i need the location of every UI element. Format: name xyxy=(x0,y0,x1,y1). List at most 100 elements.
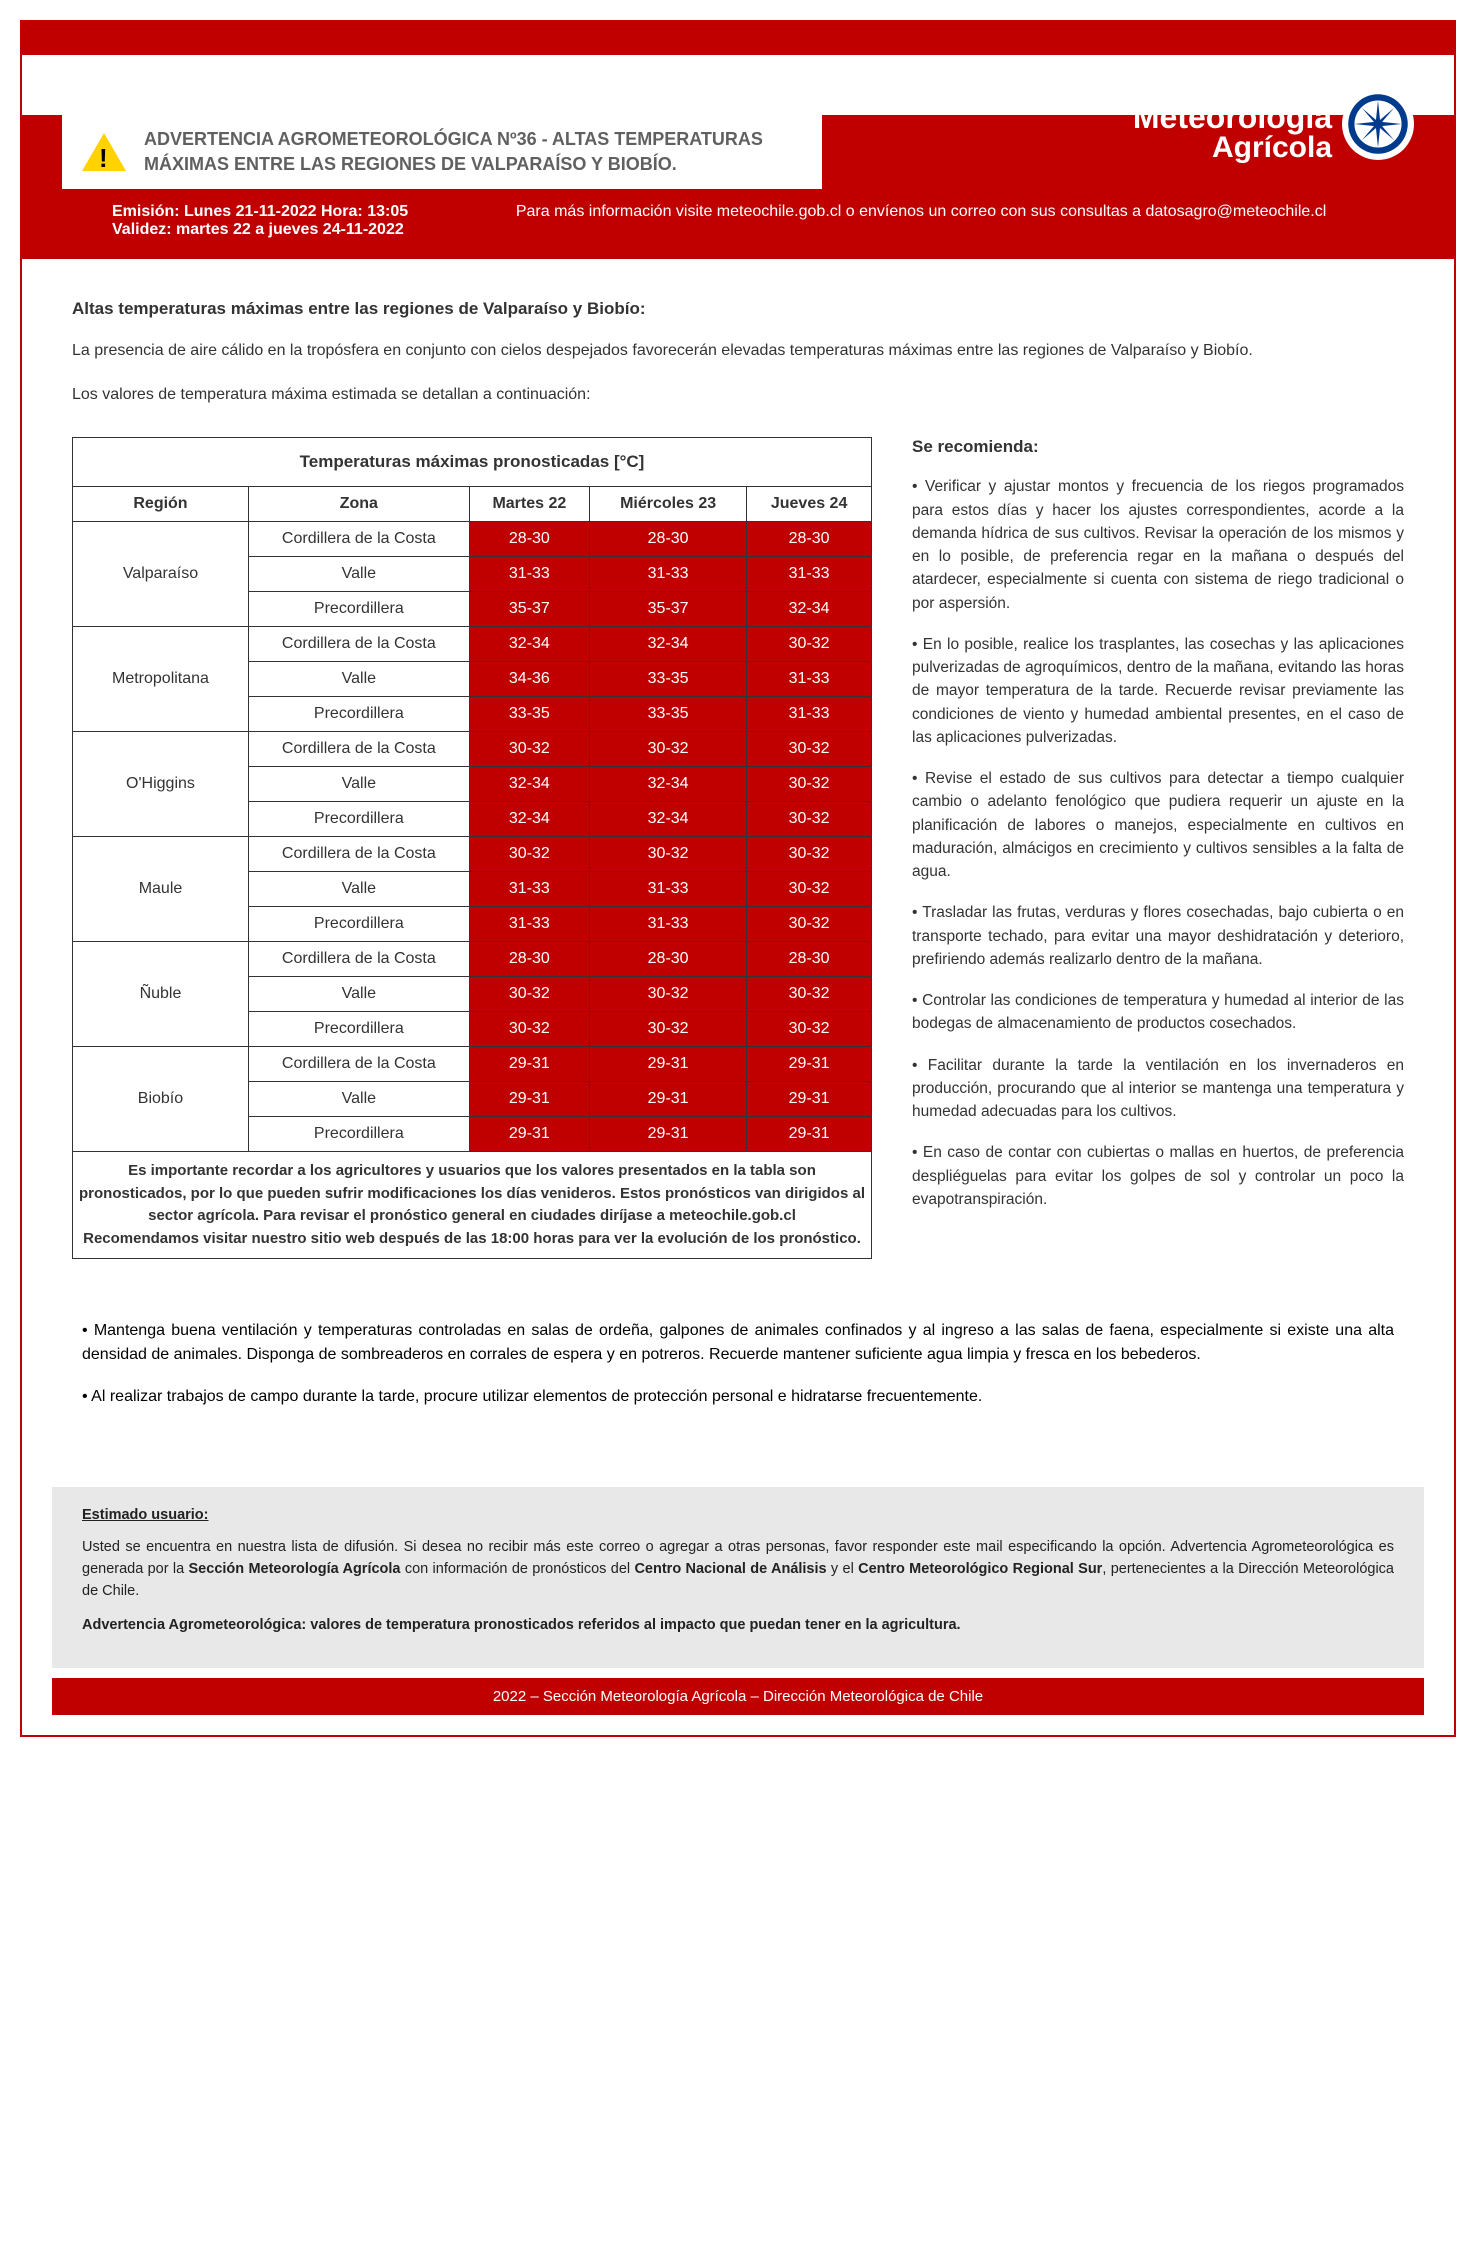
zone-cell: Valle xyxy=(248,557,469,592)
value-cell: 31-33 xyxy=(747,697,872,732)
value-cell: 30-32 xyxy=(747,732,872,767)
value-cell: 28-30 xyxy=(590,942,747,977)
recommendations-title: Se recomienda: xyxy=(912,437,1404,457)
value-cell: 32-34 xyxy=(590,627,747,662)
value-cell: 28-30 xyxy=(469,522,589,557)
body-content: Altas temperaturas máximas entre las reg… xyxy=(22,259,1454,1289)
value-cell: 30-32 xyxy=(469,1012,589,1047)
value-cell: 31-33 xyxy=(747,662,872,697)
col-day3: Jueves 24 xyxy=(747,487,872,522)
un-p1-c: con información de pronósticos del xyxy=(401,1561,635,1577)
region-cell: Maule xyxy=(73,837,249,942)
value-cell: 29-31 xyxy=(590,1117,747,1152)
emission-line2: Validez: martes 22 a jueves 24-11-2022 xyxy=(112,221,404,238)
value-cell: 35-37 xyxy=(469,592,589,627)
zone-cell: Precordillera xyxy=(248,1117,469,1152)
zone-cell: Cordillera de la Costa xyxy=(248,837,469,872)
document-frame: Sección Meteorología Agrícola xyxy=(20,20,1456,1737)
un-p1-d: y el xyxy=(827,1561,859,1577)
value-cell: 31-33 xyxy=(747,557,872,592)
value-cell: 30-32 xyxy=(590,732,747,767)
brand-line2: Agrícola xyxy=(1133,133,1332,163)
value-cell: 28-30 xyxy=(747,942,872,977)
col-zone: Zona xyxy=(248,487,469,522)
value-cell: 29-31 xyxy=(590,1082,747,1117)
intro-paragraph-1: La presencia de aire cálido en la tropós… xyxy=(72,339,1404,363)
zone-cell: Valle xyxy=(248,767,469,802)
recommendation-item: Verificar y ajustar montos y frecuencia … xyxy=(912,475,1404,615)
value-cell: 30-32 xyxy=(747,872,872,907)
value-cell: 30-32 xyxy=(747,1012,872,1047)
value-cell: 33-35 xyxy=(590,662,747,697)
value-cell: 34-36 xyxy=(469,662,589,697)
recommendations-list: Verificar y ajustar montos y frecuencia … xyxy=(912,475,1404,1211)
warning-title: ADVERTENCIA AGROMETEOROLÓGICA Nº36 - ALT… xyxy=(144,127,802,177)
value-cell: 30-32 xyxy=(590,1012,747,1047)
value-cell: 28-30 xyxy=(747,522,872,557)
value-cell: 29-31 xyxy=(469,1047,589,1082)
value-cell: 29-31 xyxy=(747,1117,872,1152)
header: Sección Meteorología Agrícola xyxy=(22,115,1454,259)
zone-cell: Precordillera xyxy=(248,907,469,942)
un-p1-b3: Centro Meteorológico Regional Sur xyxy=(858,1561,1102,1577)
table-column: Temperaturas máximas pronosticadas [°C] … xyxy=(72,437,872,1259)
value-cell: 32-34 xyxy=(469,802,589,837)
value-cell: 29-31 xyxy=(590,1047,747,1082)
region-cell: Valparaíso xyxy=(73,522,249,627)
zone-cell: Precordillera xyxy=(248,697,469,732)
brand-line1: Meteorología xyxy=(1133,101,1332,133)
zone-cell: Cordillera de la Costa xyxy=(248,522,469,557)
user-note-p1: Usted se encuentra en nuestra lista de d… xyxy=(82,1537,1394,1602)
table-title: Temperaturas máximas pronosticadas [°C] xyxy=(73,438,872,487)
value-cell: 31-33 xyxy=(590,907,747,942)
value-cell: 30-32 xyxy=(590,837,747,872)
recommendation-item: Revise el estado de sus cultivos para de… xyxy=(912,767,1404,883)
value-cell: 31-33 xyxy=(590,872,747,907)
value-cell: 29-31 xyxy=(469,1082,589,1117)
value-cell: 28-30 xyxy=(469,942,589,977)
un-p2-b: Advertencia Agrometeorológica: valores d… xyxy=(82,1617,961,1633)
value-cell: 32-34 xyxy=(747,592,872,627)
value-cell: 32-34 xyxy=(590,767,747,802)
zone-cell: Cordillera de la Costa xyxy=(248,627,469,662)
value-cell: 30-32 xyxy=(469,732,589,767)
region-cell: O'Higgins xyxy=(73,732,249,837)
value-cell: 29-31 xyxy=(469,1117,589,1152)
zone-cell: Precordillera xyxy=(248,592,469,627)
col-day1: Martes 22 xyxy=(469,487,589,522)
value-cell: 30-32 xyxy=(590,977,747,1012)
compass-logo-icon xyxy=(1342,88,1414,160)
un-p1-b1: Sección Meteorología Agrícola xyxy=(189,1561,401,1577)
region-cell: Metropolitana xyxy=(73,627,249,732)
recommendation-item: Controlar las condiciones de temperatura… xyxy=(912,989,1404,1036)
value-cell: 29-31 xyxy=(747,1047,872,1082)
value-cell: 30-32 xyxy=(747,907,872,942)
region-cell: Ñuble xyxy=(73,942,249,1047)
user-note-title: Estimado usuario: xyxy=(82,1507,1394,1523)
value-cell: 30-32 xyxy=(469,837,589,872)
zone-cell: Valle xyxy=(248,977,469,1012)
zone-cell: Precordillera xyxy=(248,1012,469,1047)
emission-dates: Emisión: Lunes 21-11-2022 Hora: 13:05Val… xyxy=(112,203,408,239)
temperature-table: Temperaturas máximas pronosticadas [°C] … xyxy=(72,437,872,1259)
value-cell: 30-32 xyxy=(469,977,589,1012)
bottom-recommendation-item: Al realizar trabajos de campo durante la… xyxy=(82,1385,1394,1409)
warning-banner: ADVERTENCIA AGROMETEOROLÓGICA Nº36 - ALT… xyxy=(62,115,822,189)
value-cell: 33-35 xyxy=(469,697,589,732)
intro-title: Altas temperaturas máximas entre las reg… xyxy=(72,299,1404,319)
value-cell: 32-34 xyxy=(590,802,747,837)
recommendation-item: Trasladar las frutas, verduras y flores … xyxy=(912,901,1404,971)
value-cell: 30-32 xyxy=(747,767,872,802)
intro-paragraph-2: Los valores de temperatura máxima estima… xyxy=(72,383,1404,407)
zone-cell: Cordillera de la Costa xyxy=(248,1047,469,1082)
col-day2: Miércoles 23 xyxy=(590,487,747,522)
zone-cell: Cordillera de la Costa xyxy=(248,942,469,977)
value-cell: 31-33 xyxy=(469,872,589,907)
brand-text: Sección Meteorología Agrícola xyxy=(1133,85,1332,163)
value-cell: 29-31 xyxy=(747,1082,872,1117)
two-column-layout: Temperaturas máximas pronosticadas [°C] … xyxy=(72,437,1404,1259)
value-cell: 33-35 xyxy=(590,697,747,732)
value-cell: 32-34 xyxy=(469,767,589,802)
zone-cell: Precordillera xyxy=(248,802,469,837)
user-note-box: Estimado usuario: Usted se encuentra en … xyxy=(52,1487,1424,1668)
